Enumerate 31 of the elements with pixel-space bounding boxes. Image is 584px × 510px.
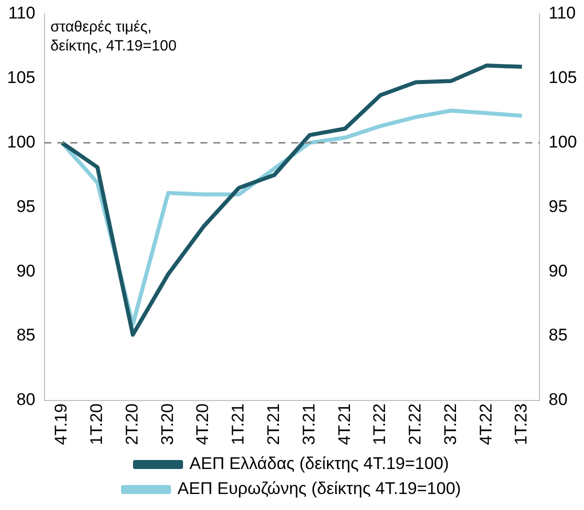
y-tick-label: 100 xyxy=(6,132,36,152)
x-tick-label: 3T.22 xyxy=(440,403,460,446)
x-tick-label: 4T.21 xyxy=(334,403,354,446)
y-tick-label: 105 xyxy=(6,68,36,88)
x-tick-label: 1T.20 xyxy=(87,403,106,446)
x-tick-label: 3T.20 xyxy=(158,403,177,446)
x-tick-label: 2T.22 xyxy=(406,403,425,446)
x-tick-label: 1T.23 xyxy=(512,403,531,446)
y2-tick-label: 85 xyxy=(548,326,568,345)
y2-tick-label: 100 xyxy=(548,132,578,152)
annotation: σταθερές τιμές, δείκτης, 4Τ.19=100 xyxy=(50,18,177,55)
y-tick-label: 85 xyxy=(16,326,36,345)
legend-label: ΑΕΠ Ευρωζώνης (δείκτης 4Τ.19=100) xyxy=(178,479,461,498)
legend-label: ΑΕΠ Ελλάδας (δείκτης 4Τ.19=100) xyxy=(190,454,449,474)
y2-tick-label: 105 xyxy=(548,68,578,88)
y2-tick-label: 95 xyxy=(548,196,568,216)
y2-tick-label: 110 xyxy=(548,4,576,23)
x-tick-label: 3T.21 xyxy=(299,403,318,446)
y-tick-label: 90 xyxy=(16,261,36,280)
y2-tick-label: 80 xyxy=(548,390,568,410)
x-tick-label: 4T.22 xyxy=(476,403,496,446)
x-tick-label: 4T.20 xyxy=(193,403,212,446)
x-tick-label: 1T.22 xyxy=(370,403,390,446)
y-tick-label: 95 xyxy=(16,196,36,216)
x-tick-label: 1T.21 xyxy=(228,403,248,446)
y-tick-label: 110 xyxy=(8,4,36,23)
x-tick-label: 2T.20 xyxy=(122,403,142,446)
x-tick-label: 4T.19 xyxy=(52,403,71,446)
y-tick-label: 80 xyxy=(16,390,36,410)
y2-tick-label: 90 xyxy=(548,261,568,280)
x-tick-label: 2T.21 xyxy=(264,403,283,446)
